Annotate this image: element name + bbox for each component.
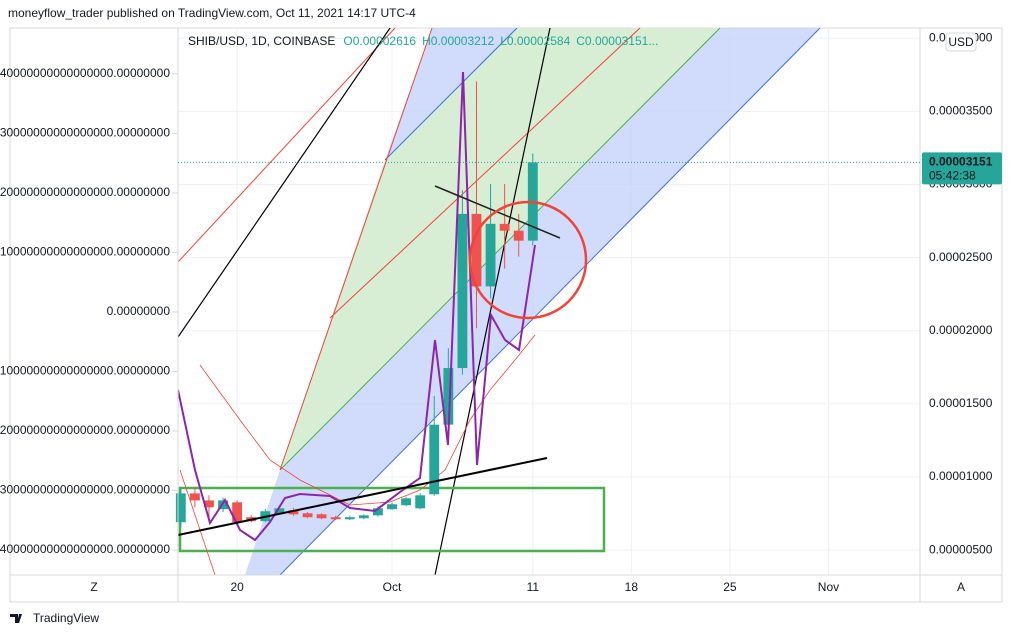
trend-line bbox=[178, 28, 391, 338]
candle-body bbox=[274, 508, 285, 514]
y-tick-label: 0.00002500 bbox=[929, 250, 993, 264]
channel-fill bbox=[245, 28, 820, 575]
x-tick-label: 11 bbox=[527, 580, 540, 594]
footer: TradingView bbox=[33, 611, 99, 625]
trend-line bbox=[434, 28, 551, 575]
x-tick-label: 20 bbox=[230, 580, 244, 594]
highlight-circle bbox=[468, 200, 588, 320]
channel-line bbox=[279, 28, 721, 471]
candle-body bbox=[330, 517, 341, 520]
legend-open: O0.00002616 bbox=[343, 34, 416, 48]
y2-tick-label: 10000000000000000.00000000 bbox=[0, 245, 170, 259]
button-z[interactable]: Z bbox=[90, 580, 97, 594]
legend-symbol: SHIB/USD, 1D, COINBASE bbox=[188, 34, 335, 48]
price-label-box bbox=[922, 152, 1002, 185]
trend-line bbox=[178, 457, 548, 536]
candle-body bbox=[302, 513, 313, 518]
candle-body bbox=[415, 495, 426, 509]
fork-line bbox=[329, 28, 641, 319]
candle-body bbox=[189, 493, 200, 501]
candle-body bbox=[401, 498, 412, 506]
axis-labels: 20Oct111825Nov0.000040000.000035000.0000… bbox=[0, 30, 1002, 594]
logo-icon bbox=[10, 614, 22, 623]
legend: SHIB/USD, 1D, COINBASE O0.00002616 H0.0000… bbox=[188, 34, 658, 48]
candle-body bbox=[471, 213, 482, 287]
x-tick-label: Nov bbox=[818, 580, 839, 594]
overlays bbox=[178, 71, 588, 542]
y2-tick-label: 30000000000000000.00000000 bbox=[0, 126, 170, 140]
candle-body bbox=[204, 500, 214, 508]
y2-tick-label: 40000000000000000.00000000 bbox=[0, 66, 170, 80]
currency[interactable]: USD bbox=[948, 35, 974, 49]
candle-body bbox=[499, 223, 510, 231]
candle-body bbox=[513, 230, 524, 241]
candle-body bbox=[358, 515, 369, 519]
y2-tick-label: -10000000000000000.00000000 bbox=[0, 364, 170, 378]
legend-low: L0.00002584 bbox=[500, 34, 570, 48]
y-tick-label: 0.00001000 bbox=[929, 469, 993, 483]
candle-body bbox=[387, 504, 397, 510]
legend-close: C0.00003151... bbox=[576, 34, 658, 48]
candle-body bbox=[485, 223, 496, 287]
candle-body bbox=[344, 517, 355, 520]
y2-tick-label: -40000000000000000.00000000 bbox=[0, 542, 170, 556]
y2-tick-label: -20000000000000000.00000000 bbox=[0, 423, 170, 437]
x-tick-label: 18 bbox=[625, 580, 639, 594]
y2-tick-label: -30000000000000000.00000000 bbox=[0, 483, 170, 497]
currency-button[interactable]: USD bbox=[945, 32, 977, 52]
y-tick-label: 0.00003500 bbox=[929, 104, 993, 118]
fork-line bbox=[178, 28, 396, 263]
candle-body bbox=[443, 368, 454, 425]
header: moneyflow_trader published on TradingVie… bbox=[8, 6, 416, 20]
y-tick-label: 0.00001500 bbox=[929, 396, 993, 410]
price-label: 0.00003151 bbox=[929, 155, 993, 169]
x-tick-label: 25 bbox=[723, 580, 737, 594]
channel-line bbox=[384, 28, 518, 161]
candle-body bbox=[175, 493, 186, 523]
fork-line bbox=[279, 28, 433, 471]
candle-body bbox=[316, 514, 327, 519]
logo: TradingView bbox=[10, 611, 99, 625]
legend-high: H0.00003212 bbox=[422, 34, 494, 48]
button-a[interactable]: A bbox=[957, 580, 965, 594]
y-tick-label: 0.00002000 bbox=[929, 323, 993, 337]
oscillator-line bbox=[178, 71, 536, 542]
candle-body bbox=[429, 424, 440, 495]
y2-tick-label: 0.00000000 bbox=[107, 304, 171, 318]
drawings bbox=[178, 28, 821, 575]
y2-tick-label: 20000000000000000.00000000 bbox=[0, 185, 170, 199]
candle-body bbox=[373, 508, 383, 516]
x-tick-label: Oct bbox=[383, 580, 402, 594]
channel-line bbox=[279, 28, 821, 575]
y-tick-label: 0.00000500 bbox=[929, 542, 993, 556]
moving-average bbox=[179, 469, 216, 575]
candle-body bbox=[288, 510, 299, 515]
countdown: 05:42:38 bbox=[929, 169, 976, 183]
moving-average bbox=[199, 334, 536, 506]
button-box[interactable] bbox=[945, 32, 977, 52]
candle-body bbox=[457, 213, 468, 369]
candle-body bbox=[232, 502, 243, 523]
